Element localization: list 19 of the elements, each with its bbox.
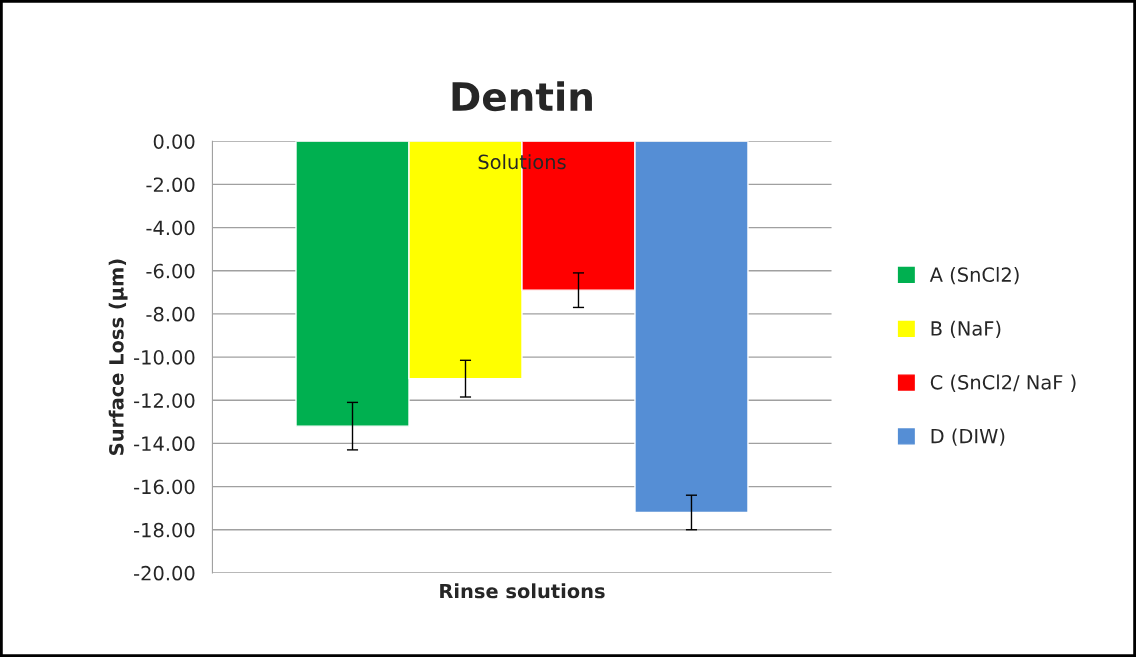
y-tick-label: -8.00	[146, 306, 195, 322]
y-axis-title: Surface Loss (µm)	[108, 259, 128, 455]
y-tick-label: -6.00	[146, 263, 195, 279]
legend-label: D (DIW)	[931, 428, 1005, 446]
y-tick-label: -18.00	[134, 522, 195, 538]
legend-label: C (SnCl2/ NaF )	[930, 374, 1076, 392]
y-tick-label: -4.00	[146, 220, 195, 236]
y-tick-label: 0.00	[153, 134, 195, 149]
x-tick-label: Solutions	[478, 154, 566, 170]
y-tick-label: -20.00	[134, 565, 195, 581]
chart-title: Dentin	[452, 81, 592, 112]
y-tick-label: -10.00	[134, 350, 195, 365]
y-tick-label: -14.00	[134, 436, 195, 452]
y-tick-label: -12.00	[134, 393, 195, 408]
x-axis-title: Rinse solutions	[440, 583, 605, 599]
legend-label: A (SnCl2)	[929, 266, 1019, 285]
y-tick-label: -16.00	[134, 479, 195, 495]
legend-label: B (NaF)	[931, 320, 1001, 339]
y-tick-label: -2.00	[146, 177, 195, 193]
